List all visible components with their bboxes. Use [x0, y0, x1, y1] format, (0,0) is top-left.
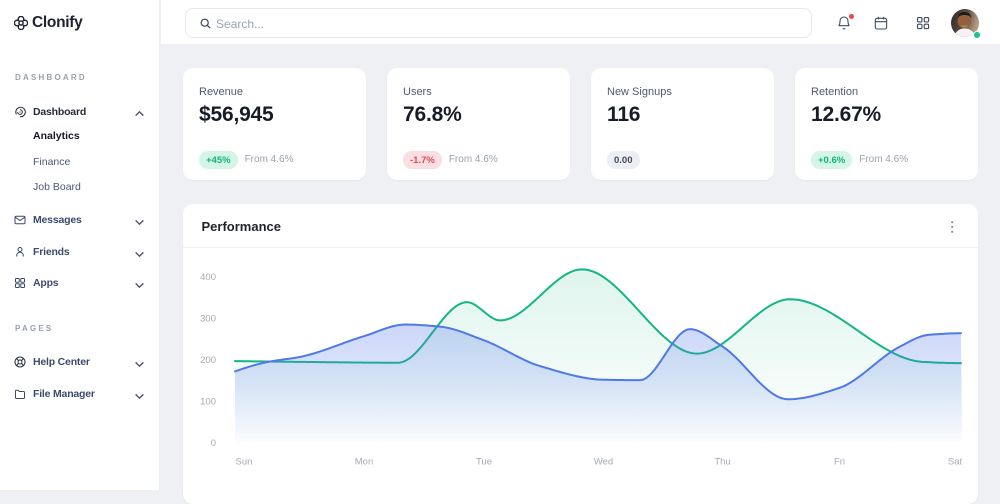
svg-text:Mon: Mon	[355, 457, 373, 468]
svg-text:Wed: Wed	[594, 457, 613, 468]
svg-text:Tue: Tue	[476, 457, 492, 468]
svg-text:400: 400	[200, 272, 216, 283]
svg-text:300: 300	[200, 314, 216, 325]
svg-text:Sat: Sat	[948, 457, 963, 468]
svg-text:Sun: Sun	[236, 457, 253, 468]
svg-text:Thu: Thu	[714, 457, 730, 468]
svg-text:100: 100	[200, 397, 216, 408]
svg-text:0: 0	[211, 438, 216, 449]
svg-text:Fri: Fri	[834, 457, 845, 468]
svg-text:200: 200	[200, 355, 216, 366]
